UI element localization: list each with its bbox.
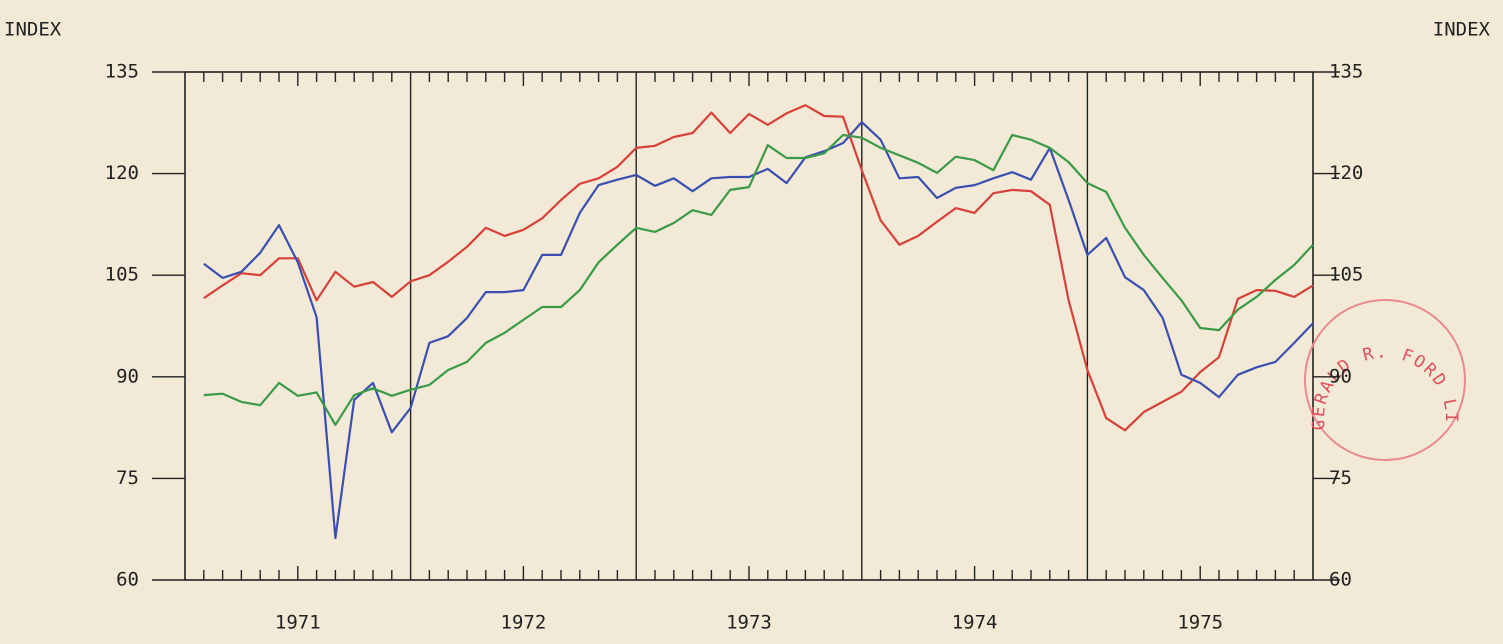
y2-tick-label: 90 — [1329, 365, 1352, 387]
y-tick-label: 120 — [105, 162, 139, 184]
series-line — [203, 121, 1314, 540]
library-stamp: GERALD R. FORD LIBRARY — [0, 0, 1466, 461]
y2-axis-label: INDEX — [1433, 19, 1491, 41]
plot-frame — [184, 71, 1314, 581]
x-tick-label: 1973 — [726, 612, 772, 634]
series-line — [203, 133, 1314, 426]
stamp-text-path: GERALD R. FORD LIBRARY — [0, 0, 1458, 431]
x-tick-label: 1975 — [1177, 612, 1223, 634]
y2-tick-label: 60 — [1329, 569, 1352, 591]
y-tick-label: 90 — [116, 365, 139, 387]
y2-tick-label: 105 — [1329, 264, 1363, 286]
stamp-ring — [1304, 299, 1466, 461]
x-tick-label: 1972 — [501, 612, 547, 634]
y2-tick-label: 75 — [1329, 467, 1352, 489]
y2-tick-label: 120 — [1329, 162, 1363, 184]
y-axis-label: INDEX — [4, 19, 62, 41]
x-tick-label: 1974 — [952, 612, 998, 634]
y-tick-label: 105 — [105, 264, 139, 286]
stamp-text: GERALD R. FORD LIBRARY — [0, 0, 1458, 431]
y-tick-label: 60 — [116, 569, 139, 591]
x-tick-label: 1971 — [275, 612, 321, 634]
series-line — [203, 104, 1314, 432]
y-tick-label: 135 — [105, 61, 139, 83]
y-tick-label: 75 — [116, 467, 139, 489]
y2-tick-label: 135 — [1329, 61, 1363, 83]
